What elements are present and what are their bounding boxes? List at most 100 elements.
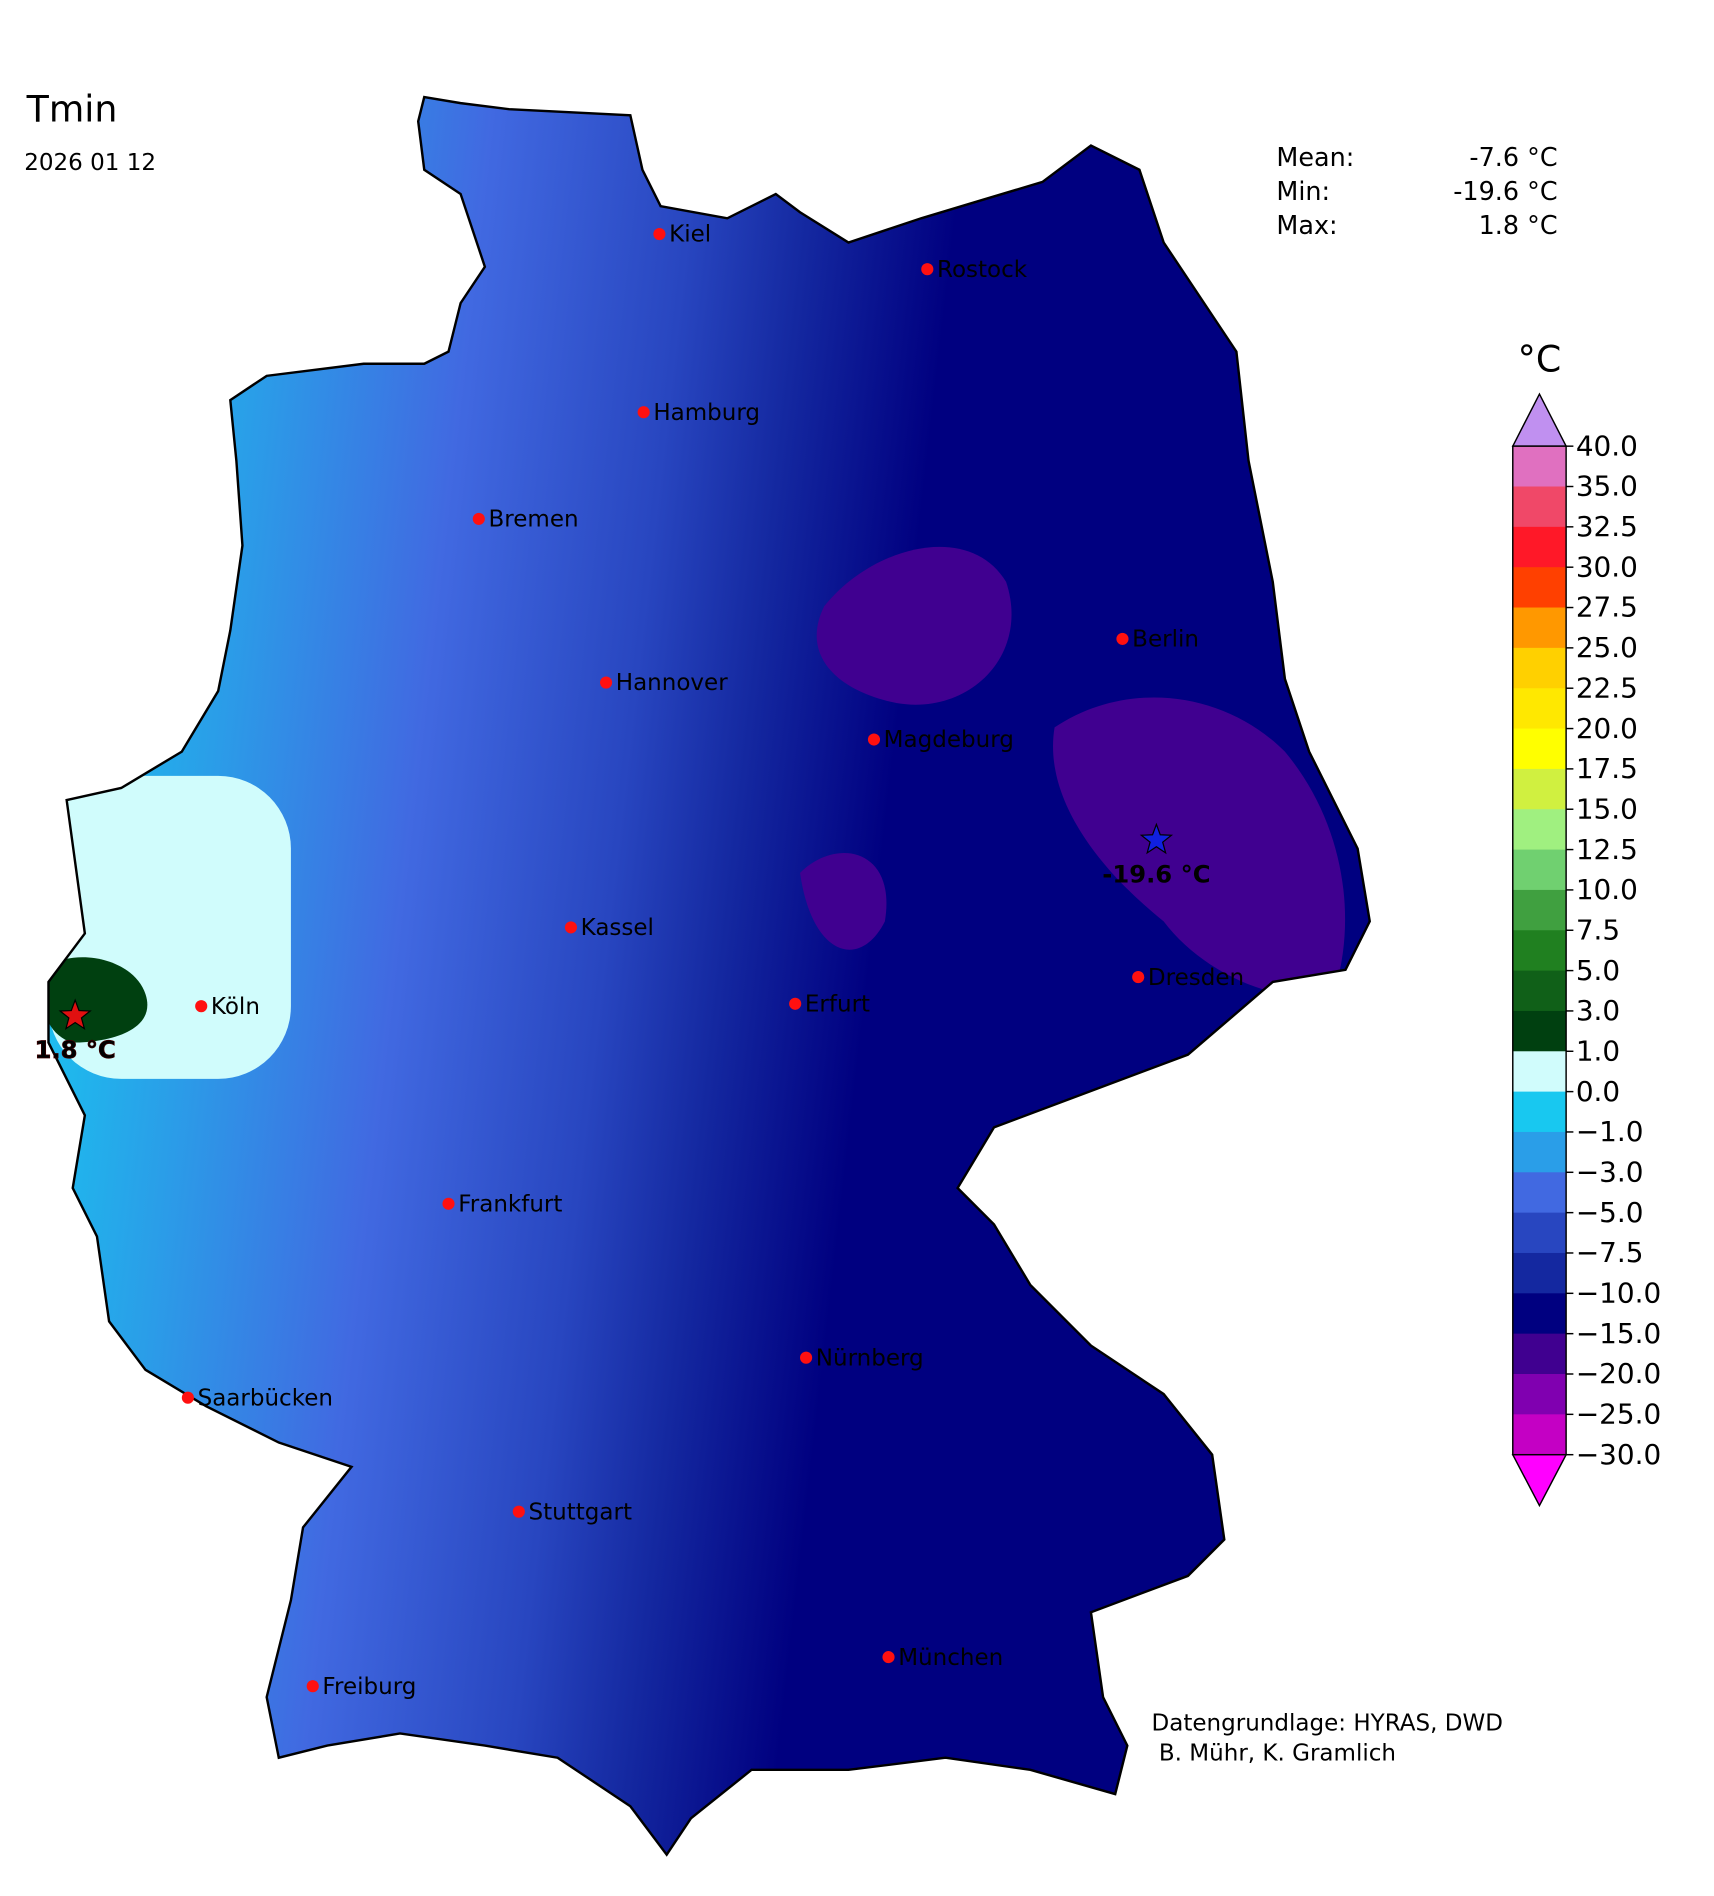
colorbar-bin	[1512, 728, 1567, 770]
city-label: Stuttgart	[529, 1499, 632, 1525]
city-label: Köln	[211, 994, 260, 1020]
extreme-label: -19.6 °C	[1102, 859, 1210, 888]
field-cold	[800, 852, 887, 950]
city-label: Nürnberg	[816, 1345, 924, 1371]
field-cold	[816, 546, 1012, 705]
colorbar-bin	[1512, 1010, 1567, 1052]
stat-label: Min:	[1276, 177, 1330, 207]
city-label: Freiburg	[322, 1674, 416, 1700]
city-dot	[867, 733, 881, 746]
city-label: Kassel	[581, 915, 654, 941]
city-label: Magdeburg	[884, 727, 1014, 753]
colorbar-tick-label: 3.0	[1576, 994, 1620, 1027]
city-label: München	[898, 1645, 1003, 1671]
colorbar-bin	[1512, 688, 1567, 730]
colorbar-tick-label: 1.0	[1576, 1034, 1620, 1067]
colorbar-bin	[1512, 970, 1567, 1012]
extreme-star	[1139, 822, 1174, 855]
colorbar-bin	[1512, 486, 1567, 528]
map-title: Tmin	[26, 88, 118, 131]
colorbar-tick-label: −30.0	[1576, 1438, 1661, 1471]
colorbar-tick-label: 0.0	[1576, 1075, 1620, 1108]
colorbar-bin	[1512, 1293, 1567, 1335]
colorbar-bin	[1512, 1252, 1567, 1294]
extremes: 1.8 °C -19.6 °C	[34, 822, 1211, 1064]
city-dot	[1116, 632, 1129, 645]
city-label: Bremen	[489, 507, 579, 533]
map-date: 2026 01 12	[24, 150, 156, 176]
colorbar-bin	[1512, 1212, 1567, 1254]
colorbar-bin	[1512, 1172, 1567, 1214]
city-label: Kiel	[669, 222, 711, 248]
stats: Mean: -7.6 °C Min: -19.6 °C Max: 1.8 °C	[1276, 143, 1557, 241]
colorbar-bin	[1512, 1051, 1567, 1093]
field-cold	[1053, 697, 1346, 997]
stat-value: 1.8 °C	[1479, 211, 1558, 241]
extreme-star	[58, 998, 92, 1030]
colorbar-bin	[1512, 446, 1567, 488]
colorbar-bin	[1512, 768, 1567, 810]
credit: Datengrundlage: HYRAS, DWD	[1152, 1710, 1503, 1736]
colorbar-tick-label: −25.0	[1576, 1398, 1661, 1431]
colorbar-bin	[1512, 526, 1567, 568]
city-label: Dresden	[1148, 965, 1244, 991]
colorbar-tick-label: 17.5	[1576, 752, 1638, 785]
city-dot	[921, 263, 934, 276]
stat-value: -7.6 °C	[1469, 143, 1557, 173]
city-dot	[600, 676, 613, 689]
city-dot	[1132, 971, 1145, 984]
colorbar-tick-label: 25.0	[1576, 631, 1638, 664]
city-dot	[512, 1505, 525, 1518]
colorbar-tick-label: 30.0	[1576, 550, 1638, 583]
colorbar-unit: °C	[1518, 337, 1562, 380]
stat-value: -19.6 °C	[1453, 177, 1557, 207]
colorbar-bin	[1512, 1131, 1567, 1173]
city-label: Saarbücken	[198, 1385, 333, 1411]
colorbar-tick-label: 5.0	[1576, 954, 1620, 987]
colorbar-tick-label: 12.5	[1576, 833, 1638, 866]
city-dot	[195, 1000, 208, 1013]
city-dot	[789, 997, 802, 1010]
colorbar-frame	[1512, 445, 1567, 1456]
colorbar-tick-label: 22.5	[1576, 671, 1638, 704]
city-dot	[472, 512, 485, 525]
city-label: Rostock	[937, 257, 1028, 283]
colorbar-tick-label: −5.0	[1576, 1196, 1644, 1229]
extreme-label: 1.8 °C	[35, 1035, 116, 1064]
colorbar-bin	[1512, 1414, 1567, 1456]
colorbar-tick-label: −1.0	[1576, 1115, 1644, 1148]
colorbar-bin	[1512, 889, 1567, 931]
colorbar-bin	[1512, 1374, 1567, 1415]
stat-label: Mean:	[1276, 143, 1354, 173]
colorbar-bin	[1512, 567, 1567, 609]
colorbar-tick-label: 15.0	[1576, 792, 1638, 825]
city-dot	[800, 1351, 813, 1364]
credit: B. Mühr, K. Gramlich	[1152, 1741, 1396, 1767]
colorbar-bin	[1512, 1091, 1567, 1133]
temperature-field	[48, 97, 1370, 1855]
colorbar-extend-over	[1511, 392, 1568, 447]
colorbar-bin	[1512, 1333, 1567, 1375]
colorbar: °C 40.0 35.0 32.5 30.0 27.5 25.0 22.5 20.0 17.5 1…	[1511, 337, 1661, 1508]
colorbar-bin	[1512, 930, 1567, 972]
colorbar-tick-label: 27.5	[1576, 591, 1638, 624]
colorbar-tick-label: 32.5	[1576, 510, 1638, 543]
city-label: Hannover	[616, 670, 728, 696]
colorbar-tick-label: −7.5	[1576, 1236, 1644, 1269]
colorbar-tick-label: −20.0	[1576, 1357, 1661, 1390]
city-dot	[306, 1680, 319, 1693]
colorbar-tick-label: 40.0	[1576, 429, 1638, 462]
city-label: Berlin	[1132, 627, 1199, 653]
city-label: Hamburg	[653, 400, 760, 426]
colorbar-bin	[1512, 809, 1567, 851]
colorbar-bin	[1512, 849, 1567, 891]
colorbar-tick-label: 20.0	[1576, 712, 1638, 745]
city-dot	[882, 1651, 895, 1664]
stat-label: Max:	[1276, 211, 1337, 241]
colorbar-tick-label: −15.0	[1576, 1317, 1661, 1350]
colorbar-bin	[1512, 647, 1567, 689]
city-label: Frankfurt	[458, 1191, 562, 1217]
colorbar-extend-under	[1511, 1453, 1568, 1508]
